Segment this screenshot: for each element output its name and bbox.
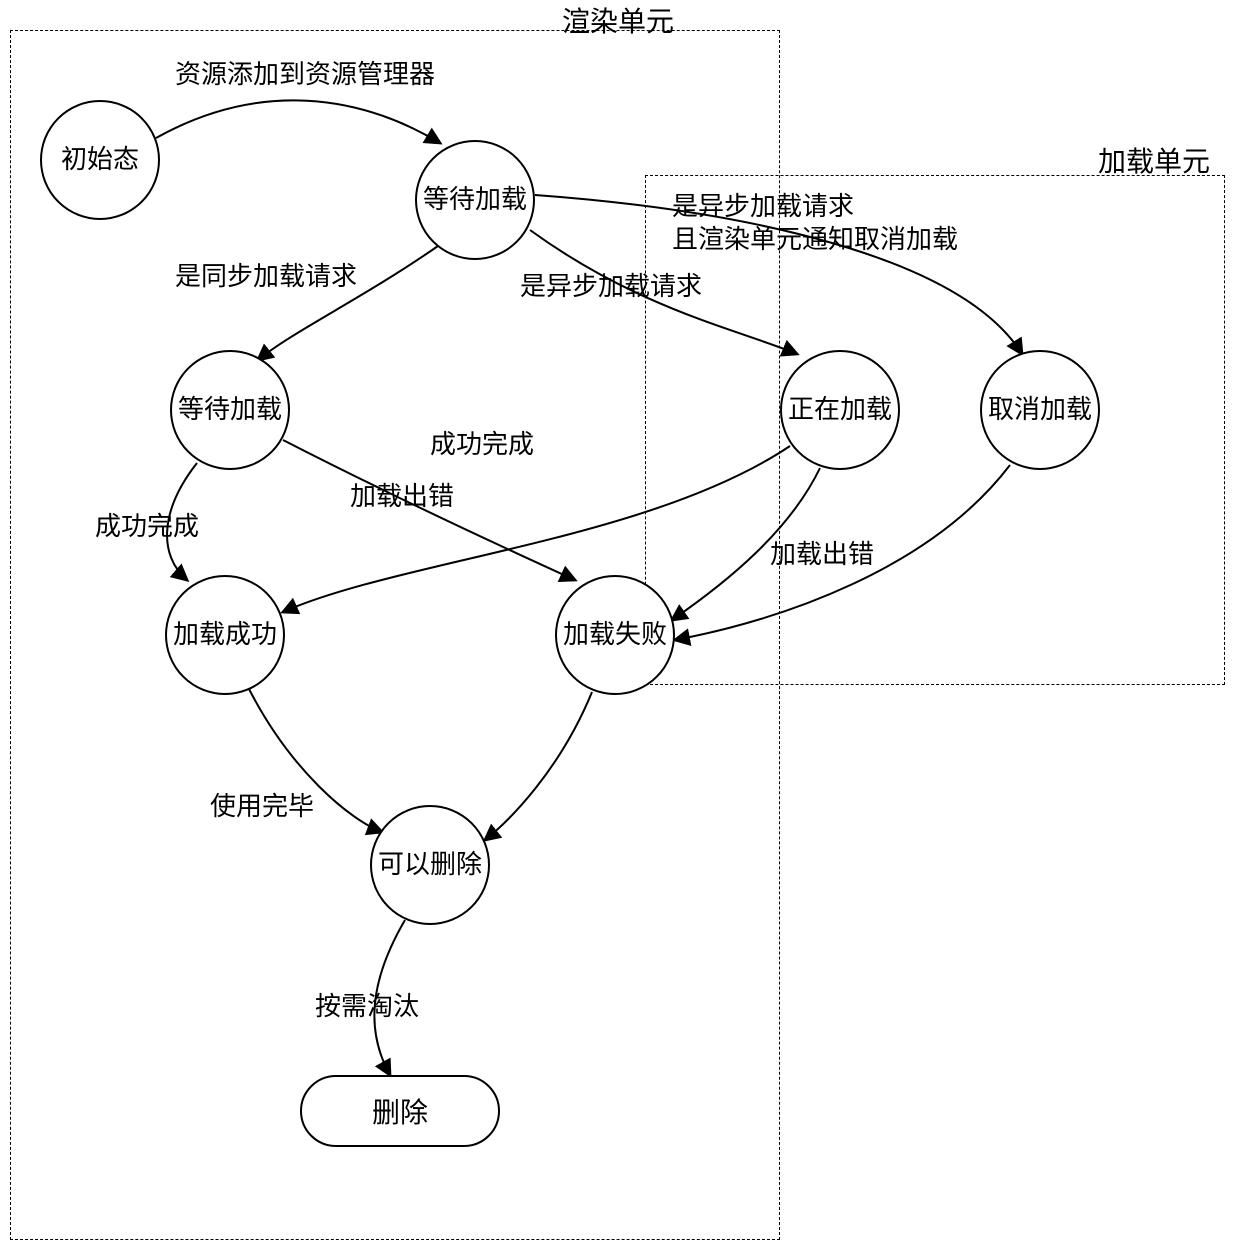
node-load-fail-label: 加载失败	[563, 620, 667, 650]
node-wait-load-1: 等待加载	[415, 140, 535, 260]
node-load-success-label: 加载成功	[173, 620, 277, 650]
diagram-canvas: 渲染单元 加载单元 初始态 等待加载 等待加载	[0, 0, 1240, 1258]
node-wait-load-2: 等待加载	[170, 350, 290, 470]
edge-label-add-to-manager: 资源添加到资源管理器	[175, 58, 435, 91]
node-can-delete: 可以删除	[370, 805, 490, 925]
edge-label-async-error: 加载出错	[770, 538, 874, 571]
edge-label-evict-on-demand: 按需淘汰	[315, 990, 419, 1023]
node-cancel-load-label: 取消加载	[988, 395, 1092, 425]
node-cancel-load: 取消加载	[980, 350, 1100, 470]
edge-label-async-request: 是异步加载请求	[520, 270, 702, 303]
node-can-delete-label: 可以删除	[378, 850, 482, 880]
edge-label-used-done: 使用完毕	[210, 790, 314, 823]
edge-label-async-success: 成功完成	[430, 428, 534, 461]
region-load-unit-label: 加载单元	[1098, 140, 1210, 180]
edge-label-sync-request: 是同步加载请求	[175, 260, 357, 293]
node-load-success: 加载成功	[165, 575, 285, 695]
region-render-unit-label: 渲染单元	[562, 0, 674, 40]
node-delete-label: 删除	[372, 1091, 428, 1131]
node-load-fail: 加载失败	[555, 575, 675, 695]
node-initial-label: 初始态	[61, 145, 139, 175]
node-wait-load-2-label: 等待加载	[178, 395, 282, 425]
edge-label-sync-success: 成功完成	[95, 510, 199, 543]
node-wait-load-1-label: 等待加载	[423, 185, 527, 215]
node-delete: 删除	[300, 1075, 500, 1147]
node-loading: 正在加载	[780, 350, 900, 470]
node-initial: 初始态	[40, 100, 160, 220]
node-loading-label: 正在加载	[788, 395, 892, 425]
edge-label-async-cancel: 是异步加载请求 且渲染单元通知取消加载	[672, 190, 958, 255]
edge-label-sync-error: 加载出错	[350, 480, 454, 513]
